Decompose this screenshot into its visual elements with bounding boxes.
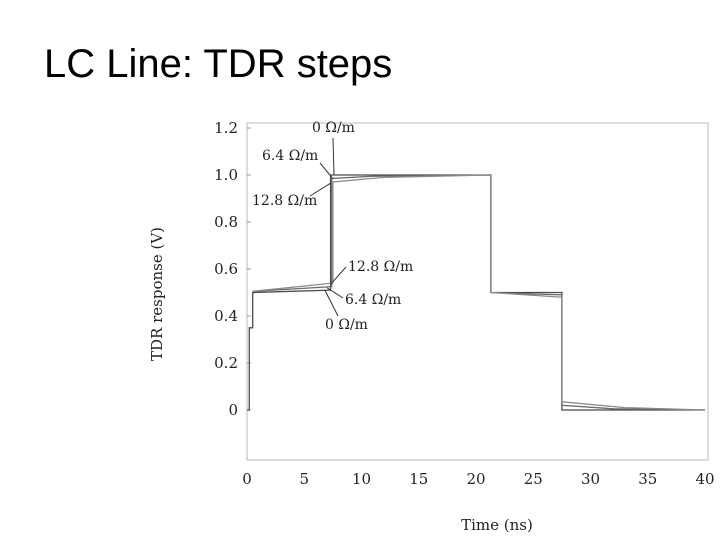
annotation-label: 6.4 Ω/m	[262, 148, 318, 164]
x-axis-label: Time (ns)	[461, 516, 533, 534]
x-tick-label: 30	[581, 470, 600, 488]
y-axis-ticks: 0 0.2 0.4 0.6 0.8 1.0 1.2	[214, 119, 251, 419]
annotation-leader	[324, 289, 339, 317]
x-tick-label: 0	[242, 470, 252, 488]
series-group	[247, 174, 706, 411]
y-tick-label: 1.0	[214, 166, 238, 184]
y-tick-label: 0.8	[214, 213, 238, 231]
y-tick-label: 0.2	[214, 354, 238, 372]
x-tick-label: 10	[352, 470, 371, 488]
plot-frame	[246, 122, 709, 461]
x-tick-label: 5	[299, 470, 309, 488]
x-tick-label: 15	[409, 470, 428, 488]
annotation-leader	[326, 287, 344, 299]
y-tick-label: 0.4	[214, 307, 238, 325]
annotation-label: 6.4 Ω/m	[345, 292, 401, 308]
series-line-0	[247, 174, 705, 411]
series-line-1	[252, 174, 706, 411]
annotation-leader	[309, 182, 331, 197]
annotation-label: 12.8 Ω/m	[252, 193, 317, 209]
annotation-leader	[330, 266, 347, 285]
slide-title: LC Line: TDR steps	[44, 42, 393, 86]
y-axis-label: TDR response (V)	[148, 227, 166, 361]
annotation-leader	[332, 137, 335, 176]
annotations-group: 0 Ω/m 6.4 Ω/m 12.8 Ω/m 12.8 Ω/m 6.4 Ω/m 0 Ω/m	[252, 120, 413, 333]
x-tick-label: 25	[524, 470, 543, 488]
annotation-label: 0 Ω/m	[325, 317, 368, 333]
annotation-label: 12.8 Ω/m	[348, 259, 413, 275]
x-axis-ticks: 0 5 10 15 20 25 30 35 40	[242, 470, 714, 488]
annotation-label: 0 Ω/m	[312, 120, 355, 136]
y-tick-label: 0	[228, 401, 238, 419]
y-tick-label: 1.2	[214, 119, 238, 137]
x-tick-label: 40	[695, 470, 714, 488]
y-tick-label: 0.6	[214, 260, 238, 278]
x-tick-label: 20	[466, 470, 485, 488]
annotation-leader	[319, 162, 334, 179]
x-tick-label: 35	[638, 470, 657, 488]
series-line-2	[252, 174, 706, 411]
